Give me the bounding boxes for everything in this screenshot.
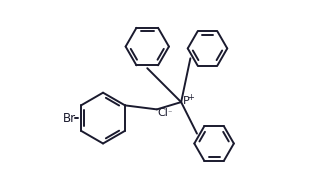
Text: P: P (183, 96, 189, 106)
Text: Cl: Cl (157, 108, 168, 118)
Text: +: + (187, 93, 194, 102)
Text: ⁻: ⁻ (167, 108, 172, 117)
Text: Br: Br (63, 112, 76, 125)
